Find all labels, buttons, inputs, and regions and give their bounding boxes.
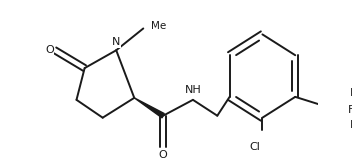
Text: F: F bbox=[348, 105, 352, 115]
Text: O: O bbox=[45, 45, 54, 55]
Text: N: N bbox=[112, 37, 120, 47]
Text: NH: NH bbox=[184, 85, 201, 95]
Text: F: F bbox=[350, 88, 352, 98]
Text: F: F bbox=[350, 120, 352, 130]
Text: O: O bbox=[159, 150, 168, 160]
Text: Me: Me bbox=[151, 22, 166, 31]
Polygon shape bbox=[134, 98, 164, 118]
Text: Cl: Cl bbox=[250, 142, 260, 152]
